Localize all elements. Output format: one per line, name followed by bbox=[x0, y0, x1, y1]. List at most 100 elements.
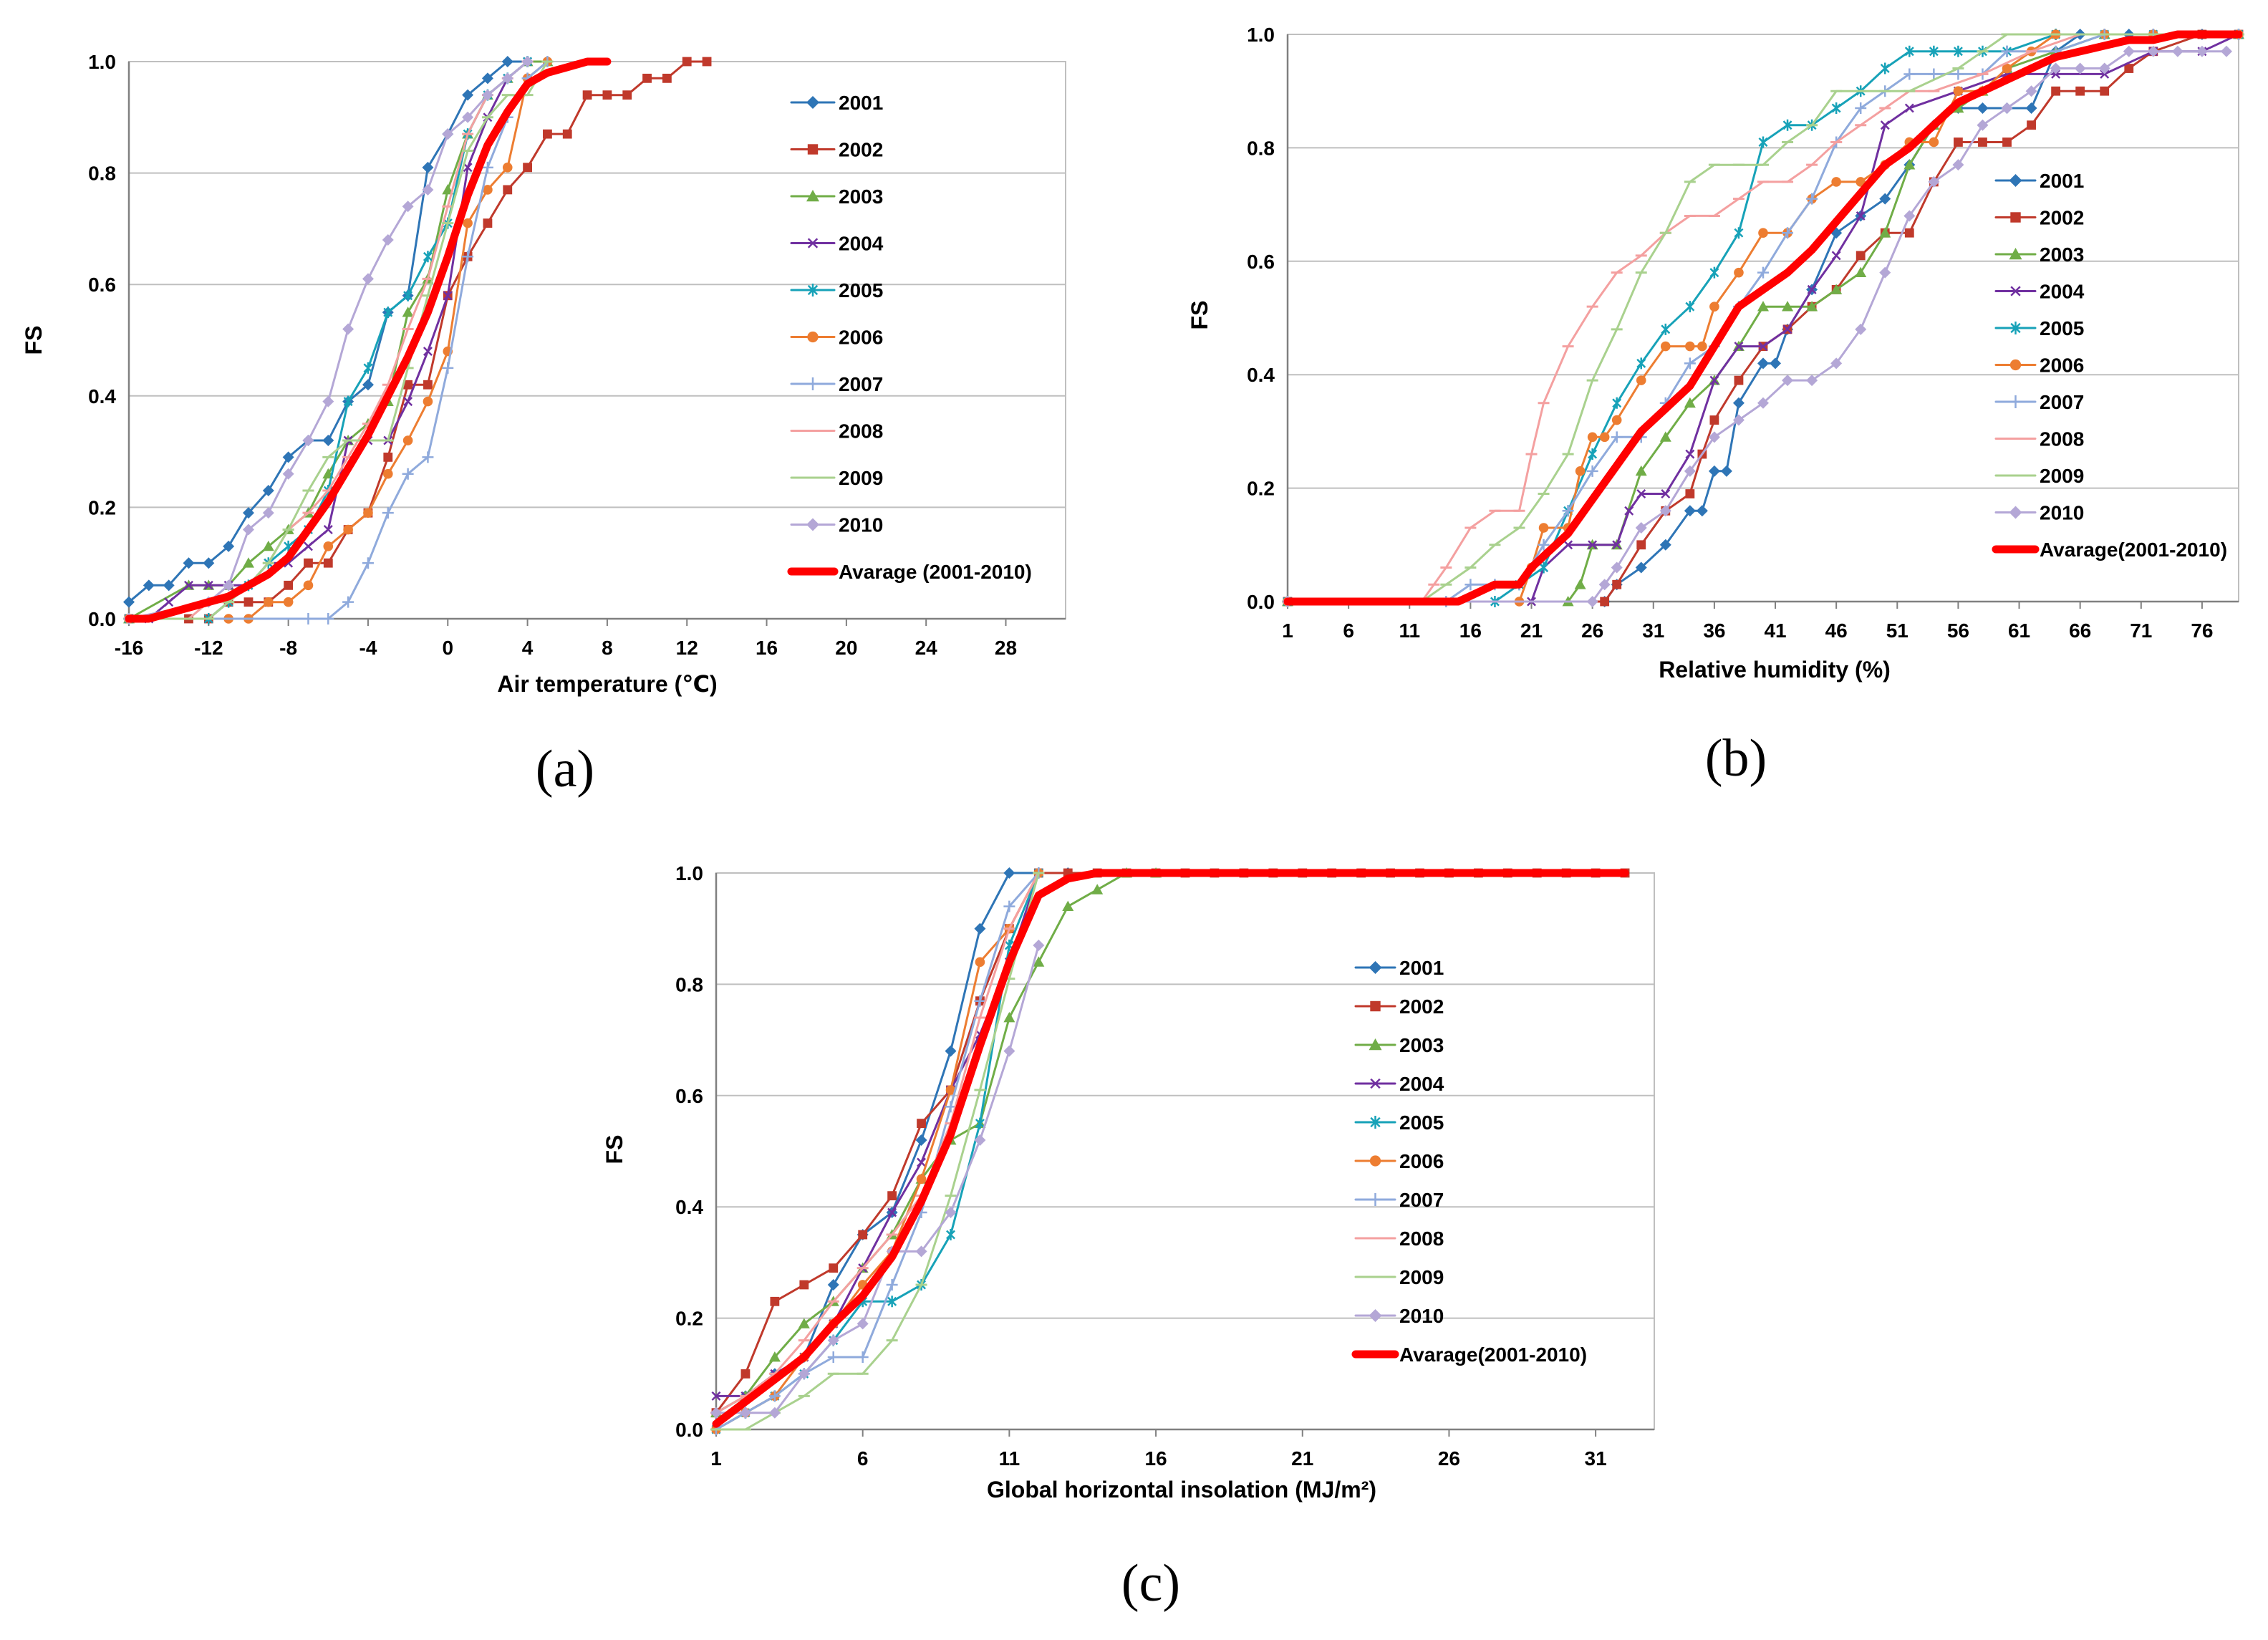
data-point bbox=[1539, 561, 1549, 574]
data-point bbox=[302, 613, 314, 624]
data-point bbox=[1978, 138, 1987, 147]
series-line-2005 bbox=[127, 60, 529, 620]
data-point bbox=[1830, 284, 1843, 294]
legend-marker-2005 bbox=[1370, 1116, 1381, 1129]
data-point bbox=[917, 1157, 927, 1167]
data-point bbox=[1831, 251, 1841, 261]
data-point bbox=[2074, 62, 2086, 74]
data-point bbox=[1091, 884, 1104, 894]
data-point bbox=[523, 163, 532, 173]
data-point bbox=[1685, 301, 1695, 313]
legend-marker-2001 bbox=[806, 96, 819, 109]
y-tick-label: 0.4 bbox=[88, 385, 116, 407]
data-point bbox=[1977, 102, 1989, 114]
data-point bbox=[483, 218, 493, 228]
data-point bbox=[887, 1296, 897, 1308]
x-tick-label: -16 bbox=[115, 637, 143, 659]
data-point bbox=[1807, 284, 1817, 294]
data-point bbox=[1661, 323, 1671, 335]
data-point bbox=[323, 541, 334, 551]
x-tick-label: 16 bbox=[1144, 1447, 1167, 1470]
data-point bbox=[462, 111, 474, 123]
data-point bbox=[711, 1391, 721, 1401]
series-line-2004 bbox=[1286, 33, 2240, 603]
data-point bbox=[1952, 159, 1964, 171]
data-point bbox=[856, 1318, 869, 1330]
data-point bbox=[1003, 867, 1015, 879]
data-point bbox=[1904, 103, 1914, 113]
legend-marker-2007 bbox=[806, 377, 819, 390]
data-point bbox=[382, 468, 393, 479]
data-point bbox=[1003, 1045, 1015, 1057]
data-point bbox=[2098, 62, 2110, 74]
data-point bbox=[1855, 102, 1867, 114]
x-tick-label: 61 bbox=[2008, 619, 2030, 642]
data-point bbox=[887, 1207, 897, 1217]
legend-label-2004: 2004 bbox=[839, 233, 884, 255]
data-point bbox=[1855, 323, 1867, 335]
data-point bbox=[1954, 138, 1963, 147]
x-tick-label: 21 bbox=[1291, 1447, 1313, 1470]
legend-marker-2004 bbox=[807, 238, 819, 249]
series-markers-2001 bbox=[1282, 29, 2244, 607]
data-point bbox=[2171, 45, 2183, 57]
data-point bbox=[262, 540, 274, 551]
data-point bbox=[662, 73, 672, 83]
data-point bbox=[945, 1045, 957, 1057]
data-point bbox=[463, 218, 473, 228]
data-point bbox=[543, 129, 552, 139]
data-point bbox=[1684, 397, 1696, 408]
data-point bbox=[163, 579, 175, 592]
series-line-average bbox=[125, 57, 612, 623]
y-axis-title: FS bbox=[1187, 301, 1212, 330]
x-tick-label: 6 bbox=[1343, 619, 1354, 642]
data-point bbox=[1600, 597, 1610, 607]
data-point bbox=[422, 451, 434, 463]
series-markers-2004 bbox=[124, 57, 533, 624]
data-point bbox=[768, 1390, 781, 1402]
legend-label-2006: 2006 bbox=[2040, 354, 2084, 377]
legend-label-2002: 2002 bbox=[1399, 995, 1444, 1018]
data-point bbox=[1586, 596, 1598, 607]
data-point bbox=[1575, 466, 1586, 476]
data-point bbox=[383, 452, 393, 462]
series-markers-2008 bbox=[1282, 33, 2244, 603]
x-axis-title: Relative humidity (%) bbox=[1659, 657, 1891, 682]
legend-marker-2005 bbox=[2010, 322, 2021, 334]
data-point bbox=[1538, 539, 1550, 551]
data-point bbox=[1879, 193, 1891, 205]
x-tick-label: 16 bbox=[756, 637, 778, 659]
data-point bbox=[887, 1191, 897, 1201]
data-point bbox=[945, 1085, 956, 1095]
x-axis-title: Global horizontal insolation (MJ/m²) bbox=[987, 1477, 1376, 1502]
series-line-2006 bbox=[1286, 33, 2240, 603]
data-point bbox=[1929, 137, 1939, 148]
data-point bbox=[423, 251, 433, 263]
y-tick-label: 0.0 bbox=[675, 1419, 703, 1441]
x-tick-label: 41 bbox=[1764, 619, 1786, 642]
legend-marker-2010 bbox=[806, 518, 819, 531]
data-point bbox=[2050, 62, 2062, 74]
data-point bbox=[945, 1206, 957, 1218]
data-point bbox=[1588, 540, 1598, 550]
data-point bbox=[1598, 579, 1611, 591]
data-point bbox=[403, 289, 413, 302]
data-point bbox=[521, 56, 534, 67]
data-point bbox=[203, 580, 213, 590]
data-point bbox=[1952, 68, 1964, 80]
series-markers-2006 bbox=[711, 868, 1044, 1434]
legend-marker-2006 bbox=[2009, 359, 2022, 371]
data-point bbox=[423, 396, 433, 407]
data-point bbox=[303, 580, 314, 591]
data-point bbox=[442, 128, 454, 140]
data-point bbox=[1624, 506, 1634, 516]
legend-label-2008: 2008 bbox=[1399, 1227, 1444, 1250]
legend-label-2010: 2010 bbox=[1399, 1305, 1444, 1327]
plot-area bbox=[1287, 34, 2239, 602]
data-point bbox=[183, 557, 195, 569]
data-point bbox=[1563, 540, 1573, 550]
series-line-2002 bbox=[1286, 33, 2240, 603]
data-point bbox=[1635, 522, 1647, 534]
legend-label-2005: 2005 bbox=[839, 279, 883, 302]
legend-label-2008: 2008 bbox=[2040, 428, 2084, 450]
